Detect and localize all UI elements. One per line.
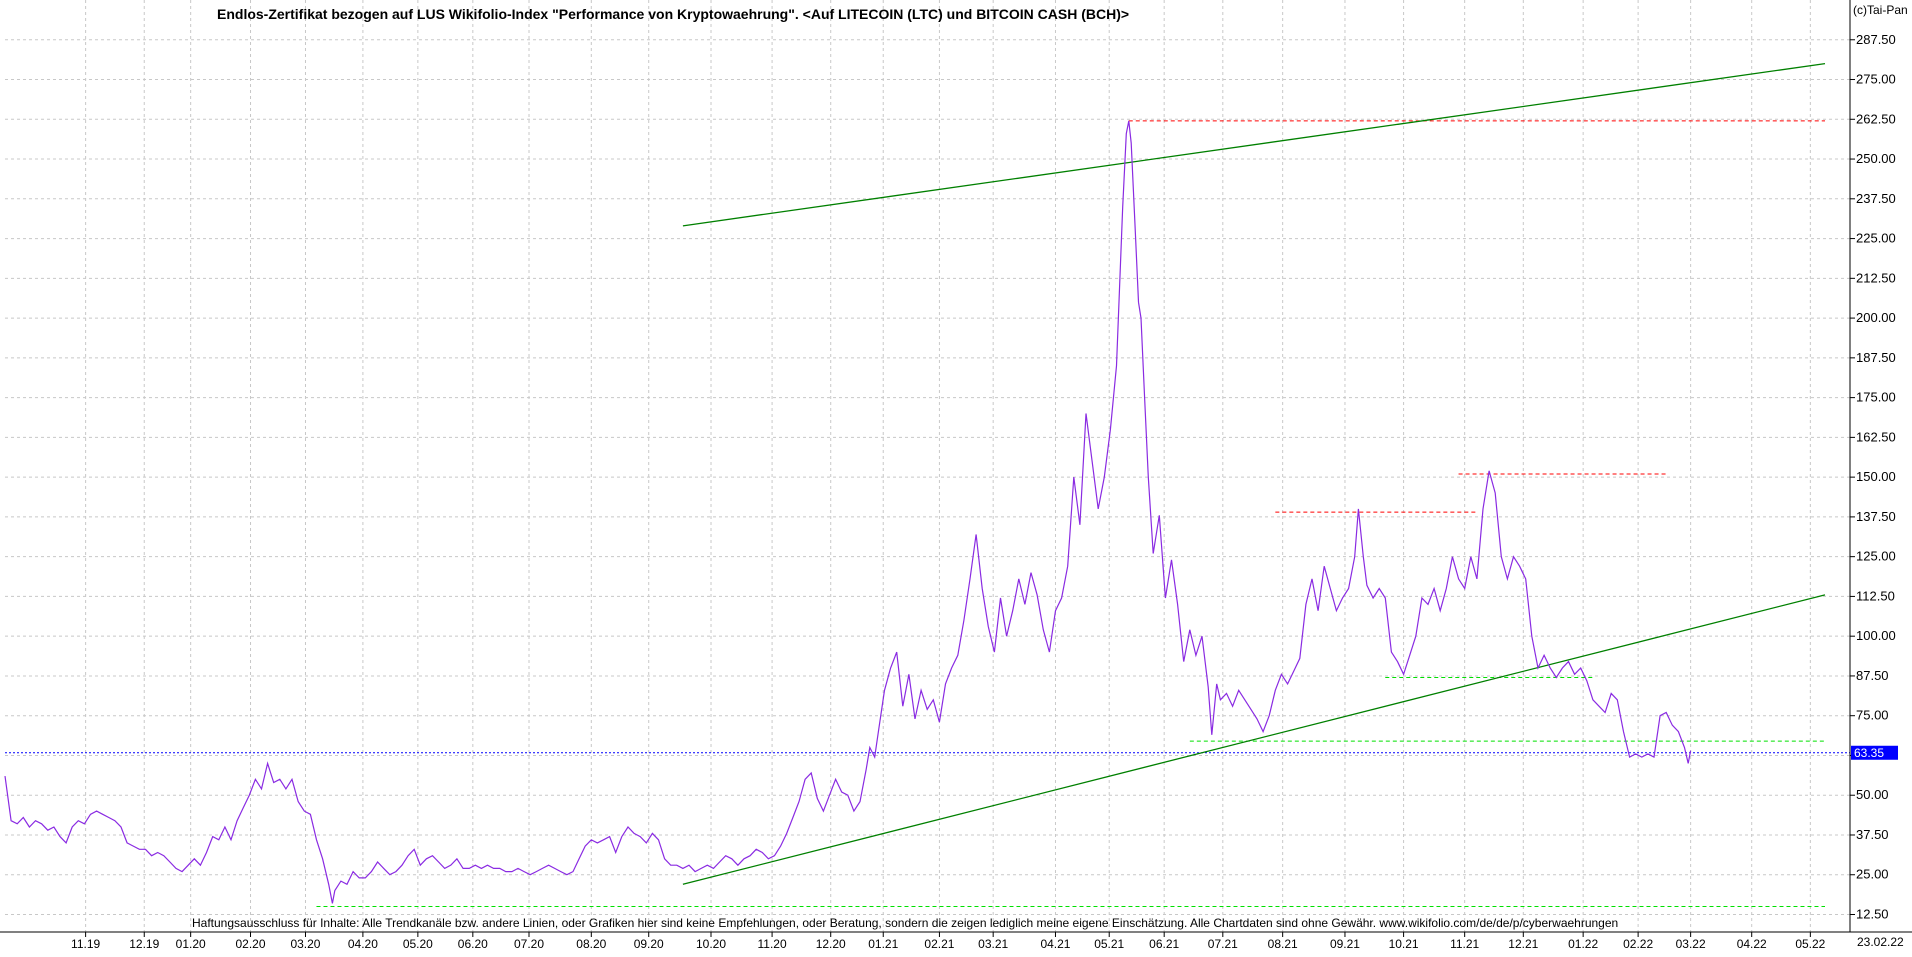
x-tick-label: 08.21 <box>1268 937 1298 951</box>
y-tick-label: 275.00 <box>1856 72 1896 87</box>
x-tick-label: 02.20 <box>236 937 266 951</box>
y-tick-label: 225.00 <box>1856 231 1896 246</box>
last-price-label: 63.35 <box>1854 746 1884 760</box>
y-tick-label: 287.50 <box>1856 32 1896 47</box>
y-tick-label: 162.50 <box>1856 429 1896 444</box>
y-tick-label: 187.50 <box>1856 350 1896 365</box>
chart-title: Endlos-Zertifikat bezogen auf LUS Wikifo… <box>217 6 1129 22</box>
x-tick-label: 05.21 <box>1094 937 1124 951</box>
x-tick-label: 04.20 <box>348 937 378 951</box>
x-tick-label: 10.21 <box>1389 937 1419 951</box>
y-tick-label: 100.00 <box>1856 628 1896 643</box>
y-tick-label: 200.00 <box>1856 310 1896 325</box>
y-tick-label: 50.00 <box>1856 787 1889 802</box>
x-tick-label: 11.20 <box>758 937 787 951</box>
x-tick-label: 09.20 <box>634 937 664 951</box>
date-stamp: 23.02.22 <box>1857 935 1904 949</box>
trend-channel-line <box>682 594 1826 885</box>
copyright-label: (c)Tai-Pan <box>1853 3 1908 17</box>
x-tick-label: 06.20 <box>458 937 488 951</box>
x-tick-label: 03.22 <box>1676 937 1706 951</box>
y-tick-label: 212.50 <box>1856 270 1896 285</box>
price-series-line <box>4 120 1692 904</box>
y-tick-label: 75.00 <box>1856 708 1889 723</box>
x-tick-label: 12.21 <box>1508 937 1538 951</box>
y-tick-label: 150.00 <box>1856 469 1896 484</box>
trend-channel-line <box>682 62 1826 227</box>
x-tick-label: 06.21 <box>1149 937 1179 951</box>
y-tick-label: 125.00 <box>1856 549 1896 564</box>
grid <box>5 0 1850 932</box>
x-tick-label: 05.22 <box>1795 937 1825 951</box>
x-tick-label: 05.20 <box>403 937 433 951</box>
x-tick-label: 01.21 <box>868 937 898 951</box>
x-tick-label: 09.21 <box>1330 937 1360 951</box>
x-tick-label: 04.21 <box>1040 937 1070 951</box>
y-tick-label: 112.50 <box>1856 588 1895 603</box>
x-tick-label: 03.21 <box>978 937 1008 951</box>
x-tick-label: 02.21 <box>924 937 954 951</box>
y-tick-label: 262.50 <box>1856 111 1896 126</box>
x-tick-label: 03.20 <box>290 937 320 951</box>
x-tick-label: 11.19 <box>71 937 100 951</box>
disclaimer-text: Haftungsausschluss für Inhalte: Alle Tre… <box>192 916 1618 930</box>
x-tick-label: 07.20 <box>514 937 544 951</box>
y-tick-label: 175.00 <box>1856 390 1896 405</box>
x-tick-label: 12.19 <box>129 937 159 951</box>
x-tick-label: 01.22 <box>1568 937 1598 951</box>
series-layer <box>4 120 1692 904</box>
last-price-badge <box>1851 745 1898 760</box>
y-tick-label: 137.50 <box>1856 509 1896 524</box>
annotation-lines <box>5 62 1850 908</box>
x-tick-label: 08.20 <box>576 937 606 951</box>
y-tick-label: 87.50 <box>1856 668 1889 683</box>
x-tick-label: 02.22 <box>1623 937 1653 951</box>
y-tick-label: 37.50 <box>1856 827 1889 842</box>
x-tick-label: 01.20 <box>176 937 206 951</box>
x-tick-label: 11.21 <box>1450 937 1479 951</box>
x-tick-label: 12.20 <box>816 937 846 951</box>
y-tick-label: 237.50 <box>1856 191 1896 206</box>
x-tick-label: 04.22 <box>1737 937 1767 951</box>
y-tick-label: 250.00 <box>1856 151 1896 166</box>
y-tick-label: 12.50 <box>1856 907 1889 922</box>
y-tick-label: 25.00 <box>1856 867 1889 882</box>
x-tick-label: 10.20 <box>696 937 726 951</box>
x-tick-label: 07.21 <box>1208 937 1238 951</box>
